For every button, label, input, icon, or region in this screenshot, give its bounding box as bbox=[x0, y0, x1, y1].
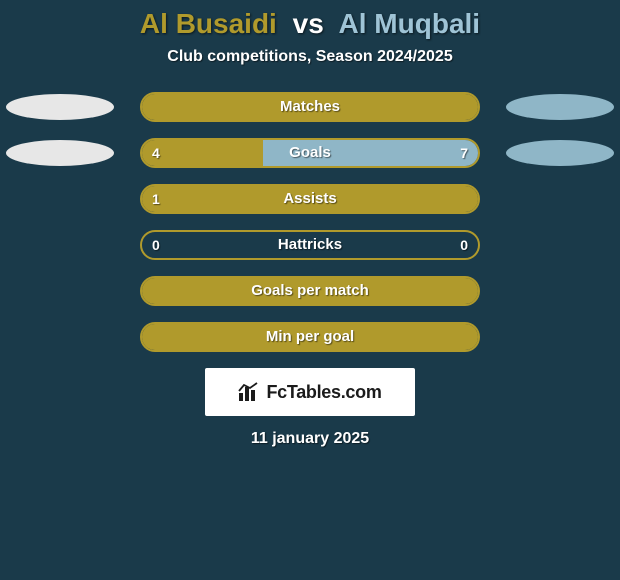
stat-bar: Goals per match bbox=[140, 276, 480, 306]
stat-label: Hattricks bbox=[142, 232, 478, 258]
subtitle: Club competitions, Season 2024/2025 bbox=[0, 48, 620, 66]
stat-row: 47Goals bbox=[0, 138, 620, 168]
side-ellipse-right bbox=[506, 94, 614, 120]
stat-row: Min per goal bbox=[0, 322, 620, 352]
stat-label: Matches bbox=[142, 94, 478, 120]
stat-row: 1Assists bbox=[0, 184, 620, 214]
stat-label: Goals bbox=[142, 140, 478, 166]
side-ellipse-left bbox=[6, 140, 114, 166]
title-player2: Al Muqbali bbox=[339, 8, 481, 39]
title-player1: Al Busaidi bbox=[140, 8, 277, 39]
stat-bar: 47Goals bbox=[140, 138, 480, 168]
side-ellipse-left bbox=[6, 94, 114, 120]
title-vs: vs bbox=[293, 8, 324, 39]
stat-bar: Matches bbox=[140, 92, 480, 122]
stat-bar: 1Assists bbox=[140, 184, 480, 214]
logo-text: FcTables.com bbox=[266, 382, 381, 403]
stat-row: Matches bbox=[0, 92, 620, 122]
stat-label: Goals per match bbox=[142, 278, 478, 304]
comparison-infographic: Al Busaidi vs Al Muqbali Club competitio… bbox=[0, 0, 620, 448]
side-ellipse-right bbox=[506, 140, 614, 166]
stat-row: 00Hattricks bbox=[0, 230, 620, 260]
stat-label: Min per goal bbox=[142, 324, 478, 350]
stat-rows: Matches 47Goals 1Assists 00Hattricks Goals p… bbox=[0, 92, 620, 352]
date-line: 11 january 2025 bbox=[0, 430, 620, 448]
bar-chart-icon bbox=[238, 382, 260, 402]
stat-bar: Min per goal bbox=[140, 322, 480, 352]
logo-box: FcTables.com bbox=[205, 368, 415, 416]
stat-row: Goals per match bbox=[0, 276, 620, 306]
page-title: Al Busaidi vs Al Muqbali bbox=[0, 8, 620, 40]
stat-bar: 00Hattricks bbox=[140, 230, 480, 260]
stat-label: Assists bbox=[142, 186, 478, 212]
